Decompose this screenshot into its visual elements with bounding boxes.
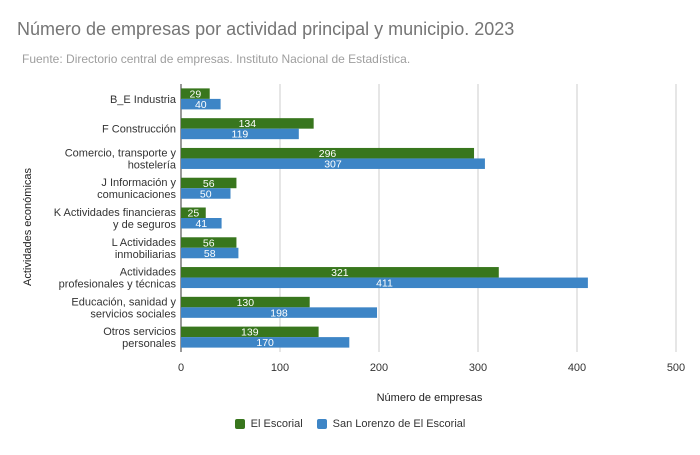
y-category-label-line: B_E Industria <box>110 94 177 106</box>
legend-item-san-lorenzo[interactable]: San Lorenzo de El Escorial <box>316 418 466 430</box>
y-category-label-3: J Información y comunicaciones <box>97 177 176 201</box>
bar-san-lorenzo-0 <box>181 98 221 110</box>
legend-label-el-escorial: El Escorial <box>250 418 303 430</box>
bar-el-escorial-2 <box>181 147 475 159</box>
y-category-label-1: F Construcción <box>102 124 176 136</box>
x-tick-label-0: 0 <box>178 362 184 374</box>
bar-el-escorial-6 <box>181 267 499 278</box>
x-tick-label-100: 100 <box>271 362 289 374</box>
x-tick-label-300: 300 <box>469 362 487 374</box>
y-category-label-6: Actividades profesionales y técnicas <box>59 267 177 291</box>
chart-subtitle: Fuente: Directorio central de empresas. … <box>22 52 411 66</box>
bar-value-label-san-lorenzo-2: 307 <box>324 158 342 170</box>
bar-value-label-san-lorenzo-5: 58 <box>204 248 216 260</box>
y-category-label-line: profesionales y técnicas <box>59 279 177 291</box>
legend-swatch-san-lorenzo <box>316 419 327 429</box>
bar-value-label-san-lorenzo-6: 411 <box>376 278 393 290</box>
y-category-label-line: L Actividades <box>112 237 177 249</box>
bar-value-label-el-escorial-7: 130 <box>237 297 255 309</box>
bar-value-label-el-escorial-4: 25 <box>188 208 200 220</box>
y-category-label-line: comunicaciones <box>97 189 176 201</box>
bar-el-escorial-5 <box>181 237 237 248</box>
y-category-label-line: y de seguros <box>113 219 176 231</box>
bar-value-label-el-escorial-6: 321 <box>331 267 349 279</box>
bar-san-lorenzo-1 <box>181 128 299 140</box>
bar-el-escorial-1 <box>181 118 314 129</box>
x-tick-label-400: 400 <box>568 362 586 374</box>
y-category-label-line: hostelería <box>128 159 177 171</box>
bar-value-label-san-lorenzo-3: 50 <box>200 188 212 200</box>
y-category-label-line: servicios sociales <box>90 308 176 320</box>
bar-el-escorial-0 <box>181 88 210 99</box>
x-tick-label-200: 200 <box>370 362 388 374</box>
y-axis-title: Actividades económicas <box>22 168 34 287</box>
y-category-label-line: F Construcción <box>102 124 176 136</box>
chart-title: Número de empresas por actividad princip… <box>17 19 515 39</box>
bar-value-label-san-lorenzo-7: 198 <box>270 307 288 319</box>
bar-san-lorenzo-6 <box>181 277 588 289</box>
y-category-label-4: K Actividades financieras y de seguros <box>54 207 177 231</box>
y-category-label-line: inmobiliarias <box>115 249 177 261</box>
y-category-label-line: Otros servicios <box>103 326 176 338</box>
bar-san-lorenzo-5 <box>181 247 239 259</box>
legend: El Escorial San Lorenzo de El Escorial <box>0 418 700 430</box>
y-category-label-2: Comercio, transporte y hostelería <box>65 147 177 171</box>
bar-san-lorenzo-3 <box>181 188 231 199</box>
bar-value-label-san-lorenzo-4: 41 <box>195 218 207 230</box>
y-category-label-line: K Actividades financieras <box>54 207 177 219</box>
bar-value-label-el-escorial-0: 29 <box>190 88 202 100</box>
bar-san-lorenzo-4 <box>181 218 222 229</box>
bar-value-label-el-escorial-3: 56 <box>203 178 215 190</box>
x-tick-label-500: 500 <box>667 362 685 374</box>
bar-value-label-el-escorial-2: 296 <box>319 148 337 160</box>
bar-el-escorial-8 <box>181 326 319 338</box>
y-category-label-8: Otros servicios personales <box>103 326 176 350</box>
y-category-label-line: J Información y <box>101 177 176 189</box>
bar-value-label-el-escorial-8: 139 <box>241 327 259 339</box>
y-category-label-5: L Actividades inmobiliarias <box>112 237 177 261</box>
y-category-label-7: Educación, sanidad y servicios sociales <box>71 296 176 320</box>
bar-san-lorenzo-8 <box>181 337 350 348</box>
bar-value-label-el-escorial-5: 56 <box>203 237 215 249</box>
bar-el-escorial-7 <box>181 296 310 308</box>
bar-value-label-san-lorenzo-0: 40 <box>195 99 207 111</box>
legend-item-el-escorial[interactable]: El Escorial <box>234 418 303 430</box>
legend-label-san-lorenzo: San Lorenzo de El Escorial <box>332 418 466 430</box>
legend-swatch-el-escorial <box>234 419 245 429</box>
y-category-label-line: personales <box>122 338 176 350</box>
y-category-label-line: Educación, sanidad y <box>71 296 176 308</box>
y-category-label-0: B_E Industria <box>110 94 177 106</box>
x-axis-title: Número de empresas <box>377 392 483 404</box>
y-category-label-line: Actividades <box>120 267 177 279</box>
bar-el-escorial-3 <box>181 177 237 189</box>
bar-value-label-el-escorial-1: 134 <box>239 118 257 130</box>
bar-san-lorenzo-2 <box>181 158 485 169</box>
bar-value-label-san-lorenzo-1: 119 <box>232 129 249 141</box>
bar-value-label-san-lorenzo-8: 170 <box>256 337 274 349</box>
bar-el-escorial-4 <box>181 207 206 218</box>
bar-san-lorenzo-7 <box>181 307 378 318</box>
y-category-label-line: Comercio, transporte y <box>65 147 177 159</box>
